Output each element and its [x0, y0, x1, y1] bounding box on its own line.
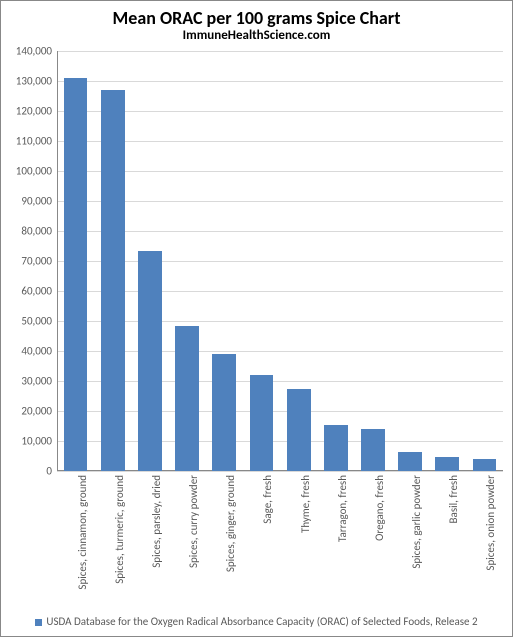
- orac-spice-chart: Mean ORAC per 100 grams Spice Chart Immu…: [0, 0, 513, 637]
- bar: [473, 459, 497, 471]
- bar: [324, 425, 348, 472]
- x-label-slot: Tarragon, fresh: [317, 471, 354, 611]
- bar-slot: [131, 51, 168, 471]
- bar: [64, 78, 88, 471]
- x-tick-label: Spices, cinnamon, ground: [76, 475, 89, 590]
- x-tick-label: Spices, curry powder: [187, 475, 200, 568]
- legend-marker: [35, 619, 42, 626]
- x-label-slot: Spices, curry powder: [169, 471, 206, 611]
- bar: [287, 389, 311, 472]
- bar-slot: [57, 51, 94, 471]
- x-tick-label: Basil, fresh: [447, 475, 460, 523]
- x-tick-label: Thyme, fresh: [299, 475, 312, 533]
- y-tick-label: 110,000: [16, 135, 57, 148]
- bars-row: [57, 51, 503, 471]
- x-tick-label: Spices, ginger, ground: [224, 475, 237, 572]
- x-label-slot: Spices, garlic powder: [392, 471, 429, 611]
- x-tick-label: Spices, turmeric, ground: [113, 475, 126, 584]
- x-tick-label: Spices, onion powder: [484, 475, 497, 571]
- bar-slot: [169, 51, 206, 471]
- bar-slot: [317, 51, 354, 471]
- bar-slot: [429, 51, 466, 471]
- x-label-slot: Spices, turmeric, ground: [94, 471, 131, 611]
- y-tick-label: 100,000: [16, 165, 57, 178]
- y-tick-label: 50,000: [21, 315, 57, 328]
- bar-slot: [280, 51, 317, 471]
- x-axis-labels: Spices, cinnamon, ground Spices, turmeric…: [57, 471, 503, 611]
- y-tick-label: 130,000: [16, 75, 57, 88]
- x-label-slot: Spices, cinnamon, ground: [57, 471, 94, 611]
- bar: [361, 429, 385, 471]
- bar: [398, 452, 422, 472]
- x-label-slot: Oregano, fresh: [354, 471, 391, 611]
- x-label-slot: Spices, onion powder: [466, 471, 503, 611]
- bar: [212, 354, 236, 471]
- y-tick-label: 120,000: [16, 105, 57, 118]
- x-tick-label: Tarragon, fresh: [336, 475, 349, 542]
- legend-text: USDA Database for the Oxygen Radical Abs…: [46, 615, 477, 628]
- y-tick-label: 20,000: [21, 405, 57, 418]
- y-tick-label: 90,000: [21, 195, 57, 208]
- bar-slot: [206, 51, 243, 471]
- y-tick-label: 10,000: [21, 435, 57, 448]
- bar: [435, 457, 459, 471]
- bar: [138, 251, 162, 472]
- chart-subtitle: ImmuneHealthScience.com: [1, 28, 512, 43]
- x-label-slot: Basil, fresh: [429, 471, 466, 611]
- y-tick-label: 140,000: [16, 45, 57, 58]
- chart-title: Mean ORAC per 100 grams Spice Chart: [1, 1, 512, 29]
- y-tick-label: 30,000: [21, 375, 57, 388]
- x-tick-label: Sage, fresh: [261, 475, 274, 524]
- y-tick-label: 40,000: [21, 345, 57, 358]
- bar: [175, 326, 199, 472]
- x-label-slot: Spices, parsley, dried: [131, 471, 168, 611]
- x-tick-label: Oregano, fresh: [373, 475, 386, 541]
- x-label-slot: Spices, ginger, ground: [206, 471, 243, 611]
- x-tick-label: Spices, garlic powder: [410, 475, 423, 569]
- bar: [101, 90, 125, 471]
- x-label-slot: Thyme, fresh: [280, 471, 317, 611]
- plot-area: 010,00020,00030,00040,00050,00060,00070,…: [57, 51, 503, 471]
- bar-slot: [392, 51, 429, 471]
- y-tick-label: 80,000: [21, 225, 57, 238]
- y-tick-label: 60,000: [21, 285, 57, 298]
- x-label-slot: Sage, fresh: [243, 471, 280, 611]
- bar-slot: [354, 51, 391, 471]
- bar-slot: [243, 51, 280, 471]
- bar-slot: [94, 51, 131, 471]
- y-tick-label: 70,000: [21, 255, 57, 268]
- legend: USDA Database for the Oxygen Radical Abs…: [1, 615, 512, 628]
- y-tick-label: 0: [46, 465, 57, 478]
- x-tick-label: Spices, parsley, dried: [150, 475, 163, 568]
- bar: [250, 375, 274, 471]
- bar-slot: [466, 51, 503, 471]
